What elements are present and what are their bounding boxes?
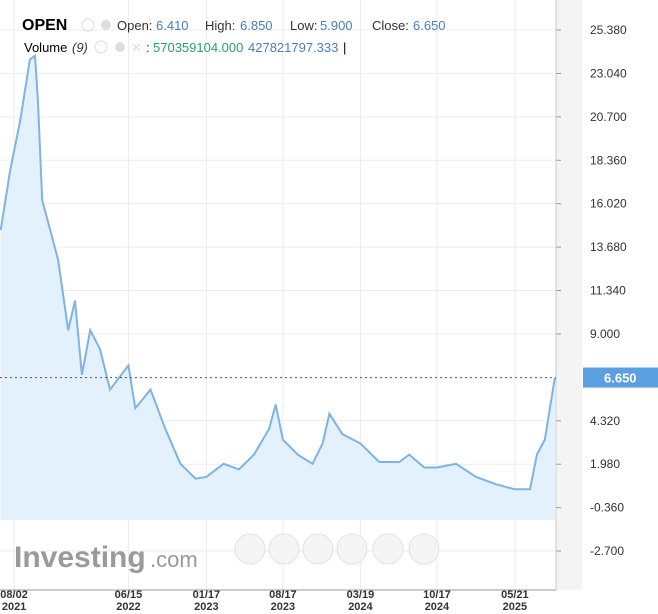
y-tick-label: 20.700 — [590, 110, 627, 124]
x-tick-sublabel: 2024 — [348, 601, 373, 613]
nav-button[interactable] — [268, 533, 300, 565]
last-price-box — [583, 367, 658, 388]
eye-icon[interactable] — [81, 18, 95, 32]
area — [0, 55, 555, 520]
x-tick-sublabel: 2024 — [425, 601, 450, 613]
nav-button[interactable] — [408, 533, 440, 565]
y-tick-label: 25.380 — [590, 23, 627, 37]
x-tick-label: 06/15 — [115, 589, 143, 601]
nav-buttons — [234, 533, 440, 565]
axis-strip — [556, 0, 582, 590]
eye-icon[interactable] — [94, 40, 108, 54]
close-value: 6.650 — [413, 18, 446, 33]
low-value: 5.900 — [320, 18, 353, 33]
nav-button[interactable] — [336, 533, 368, 565]
nav-button[interactable] — [302, 533, 334, 565]
close-label: Close: — [372, 18, 409, 33]
close-icon[interactable]: ✕ — [131, 40, 142, 55]
x-tick-sublabel: 2025 — [503, 601, 527, 613]
x-tick-label: 08/02 — [0, 589, 28, 601]
y-tick-label: -2.700 — [590, 544, 624, 558]
y-tick-label: 23.040 — [590, 66, 627, 80]
x-tick-sublabel: 2021 — [2, 601, 26, 613]
last-price-label: 6.650 — [604, 371, 637, 386]
volume-value: 570359104.000 — [153, 40, 243, 55]
volume-avg: 427821797.333 — [248, 40, 338, 55]
nav-button[interactable] — [372, 533, 404, 565]
cursor: | — [343, 40, 346, 55]
open-label: Open: — [117, 18, 152, 33]
x-tick-sublabel: 2023 — [271, 601, 295, 613]
open-value: 6.410 — [156, 18, 189, 33]
volume-period: (9) — [72, 40, 88, 55]
y-tick-label: 4.320 — [590, 414, 620, 428]
x-tick-label: 05/21 — [501, 589, 529, 601]
watermark: Investing .com — [14, 541, 198, 574]
x-tick-label: 10/17 — [423, 589, 451, 601]
y-tick-label: 1.980 — [590, 457, 620, 471]
x-tick-label: 01/17 — [193, 589, 221, 601]
x-tick-label: 08/17 — [269, 589, 297, 601]
symbol: OPEN — [22, 17, 67, 34]
brand-suffix: .com — [150, 547, 198, 572]
brand: Investing — [14, 541, 146, 574]
y-tick-label: 13.680 — [590, 240, 627, 254]
y-tick-label: 16.020 — [590, 197, 627, 211]
y-tick-label: 11.340 — [590, 284, 626, 298]
gear-icon[interactable] — [101, 20, 111, 30]
nav-button[interactable] — [234, 533, 266, 565]
x-tick-sublabel: 2023 — [194, 601, 218, 613]
header: OPEN Open: 6.410 High: 6.850 Low: 5.900 … — [22, 17, 446, 55]
price-line — [0, 53, 556, 491]
volume-sep: : — [146, 40, 150, 55]
x-tick-label: 03/19 — [347, 589, 375, 601]
low-label: Low: — [290, 18, 317, 33]
x-tick-sublabel: 2022 — [116, 601, 140, 613]
gear-icon[interactable] — [115, 42, 125, 52]
high-label: High: — [205, 18, 235, 33]
y-tick-label: 9.000 — [590, 327, 620, 341]
y-tick-label: -0.360 — [590, 501, 624, 515]
high-value: 6.850 — [240, 18, 273, 33]
volume-label: Volume — [24, 40, 67, 55]
y-tick-label: 18.360 — [590, 153, 627, 167]
